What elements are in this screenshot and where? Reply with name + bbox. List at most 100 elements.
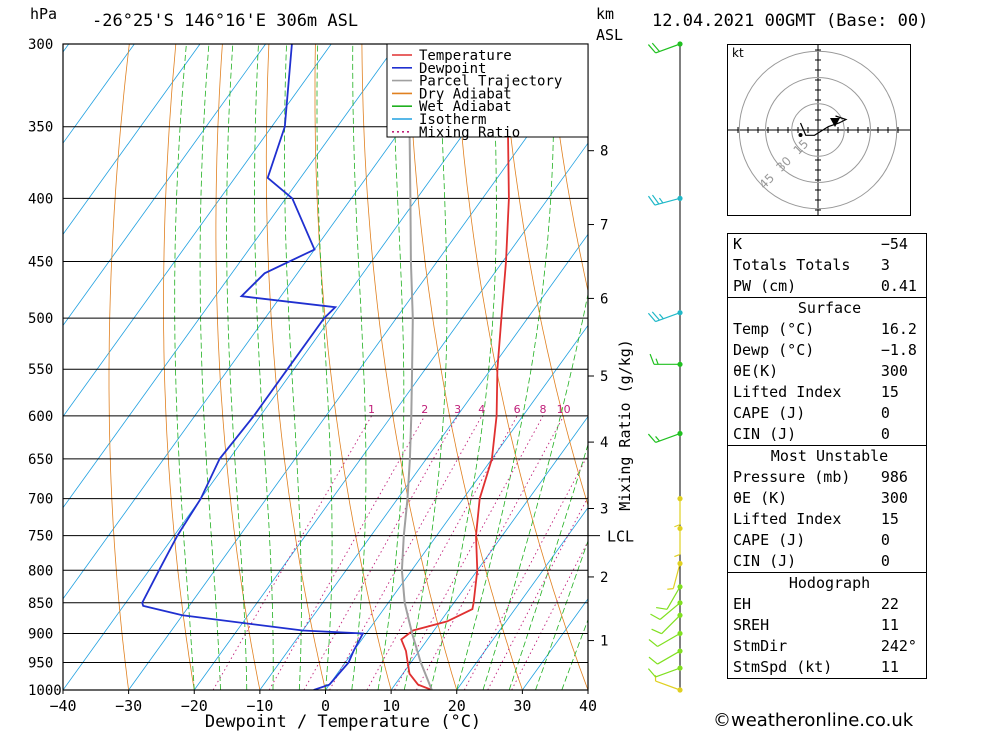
mu-cape-value: 0 xyxy=(880,530,927,551)
pressure-tick-label: 750 xyxy=(28,529,53,545)
legend-entry: Dry Adiabat xyxy=(419,86,512,102)
isotherm-line xyxy=(259,233,588,690)
dewpoint-series xyxy=(141,44,365,690)
x-tick-label: −10 xyxy=(246,697,273,715)
hodograph-surface-marker xyxy=(798,133,803,137)
isotherm-line xyxy=(193,142,588,690)
surface-section-title: Surface xyxy=(727,297,927,319)
pressure-tick-label: 550 xyxy=(28,362,53,378)
wind-barb-column xyxy=(647,41,683,693)
totals-totals-label: Totals Totals xyxy=(726,255,881,276)
lcl-label: LCL xyxy=(607,528,634,546)
surface-cin-label: CIN (J) xyxy=(726,424,881,446)
km-tick-label: 1 xyxy=(600,634,608,650)
sreh-value: 11 xyxy=(880,615,927,636)
km-tick-label: 5 xyxy=(600,369,608,385)
surface-cape-label: CAPE (J) xyxy=(726,403,881,424)
dry-adiabat-line xyxy=(108,44,130,690)
storm-motion-marker xyxy=(829,117,840,127)
k-index-label: K xyxy=(726,233,881,255)
legend-entry: Dewpoint xyxy=(419,61,486,77)
mu-li-row: Lifted Index 15 xyxy=(726,509,927,530)
legend-entry: Wet Adiabat xyxy=(419,99,512,115)
dry-adiabat-line xyxy=(215,44,261,690)
pressure-tick-label: 650 xyxy=(28,452,53,468)
wind-barb xyxy=(650,600,683,621)
x-tick-label: 40 xyxy=(579,697,597,715)
x-tick-label: 20 xyxy=(448,697,466,715)
surface-temp-value: 16.2 xyxy=(880,319,927,340)
pressure-tick-label: 600 xyxy=(28,409,53,425)
mixing-ratio-line xyxy=(487,496,588,690)
temperature-series xyxy=(400,44,513,690)
pressure-tick-label: 900 xyxy=(28,626,53,642)
surface-temp-row: Temp (°C) 16.2 xyxy=(726,319,927,340)
pw-row: PW (cm) 0.41 xyxy=(726,276,927,298)
mu-header-row: Most Unstable xyxy=(727,445,927,467)
mu-li-value: 15 xyxy=(880,509,927,530)
stmspd-row: StmSpd (kt) 11 xyxy=(726,657,927,679)
legend-entry: Parcel Trajectory xyxy=(419,74,562,90)
x-tick-label: −20 xyxy=(181,697,208,715)
surface-cape-row: CAPE (J) 0 xyxy=(726,403,927,424)
totals-totals-value: 3 xyxy=(880,255,927,276)
isotherm-line xyxy=(456,507,588,690)
pressure-tick-label: 700 xyxy=(28,492,53,508)
asl-unit-label: ASL xyxy=(596,26,624,44)
legend-entry: Isotherm xyxy=(419,112,486,128)
wind-barb xyxy=(647,310,683,323)
pressure-tick-label: 1000 xyxy=(28,683,62,699)
mixing-ratio-line xyxy=(511,540,588,690)
dry-adiabat-line xyxy=(547,44,588,293)
mu-pressure-row: Pressure (mb) 986 xyxy=(726,467,927,488)
pressure-unit-label: hPa xyxy=(30,5,58,23)
stmdir-label: StmDir xyxy=(726,636,881,657)
skewt-chart: 12346810162025 3003504004505005506006507… xyxy=(28,37,634,732)
eh-label: EH xyxy=(726,594,881,615)
km-tick-label: 7 xyxy=(600,218,608,234)
surface-cin-value: 0 xyxy=(880,424,927,446)
isotherm-line xyxy=(63,44,463,600)
dry-adiabat-line xyxy=(408,44,523,690)
pressure-tick-label: 950 xyxy=(28,655,53,671)
mixing-ratio-label: 8 xyxy=(540,403,547,416)
mu-theta-value: 300 xyxy=(880,488,927,509)
surface-dewp-value: −1.8 xyxy=(880,340,927,361)
k-index-value: −54 xyxy=(880,233,927,255)
eh-row: EH 22 xyxy=(726,594,927,615)
x-tick-label: 30 xyxy=(513,697,531,715)
wet-adiabat-line xyxy=(456,44,555,690)
pressure-tick-label: 300 xyxy=(28,37,53,53)
hodo-header-row: Hodograph xyxy=(727,572,927,594)
sreh-row: SREH 11 xyxy=(726,615,927,636)
mixing-ratio-label: 10 xyxy=(557,403,571,416)
hodograph-section-title: Hodograph xyxy=(727,572,927,594)
mu-cin-label: CIN (J) xyxy=(726,551,881,573)
x-tick-label: −30 xyxy=(115,697,142,715)
mu-cape-label: CAPE (J) xyxy=(726,530,881,551)
wind-barb xyxy=(647,41,683,54)
most-unstable-section-title: Most Unstable xyxy=(727,445,927,467)
eh-value: 22 xyxy=(880,594,927,615)
k-index-row: K −54 xyxy=(726,233,927,255)
isotherm-line xyxy=(63,44,201,235)
mu-pressure-value: 986 xyxy=(880,467,927,488)
legend-entry: Mixing Ratio xyxy=(419,125,520,141)
sreh-label: SREH xyxy=(726,615,881,636)
legend-entry: Temperature xyxy=(419,48,512,64)
mixing-ratio-label: 16 xyxy=(602,403,616,416)
totals-totals-row: Totals Totals 3 xyxy=(726,255,927,276)
wind-barb xyxy=(651,612,683,635)
surface-theta-label: θE(K) xyxy=(726,361,881,382)
wind-barb xyxy=(648,630,683,647)
wet-adiabat-line xyxy=(377,44,405,690)
wet-adiabat-line xyxy=(174,44,195,690)
mu-theta-label: θE (K) xyxy=(726,488,881,509)
surface-li-label: Lifted Index xyxy=(726,382,881,403)
credit-link[interactable]: ©weatheronline.co.uk xyxy=(713,710,914,731)
pressure-tick-label: 850 xyxy=(28,596,53,612)
isotherm-line xyxy=(390,415,588,690)
stmdir-value: 242° xyxy=(880,636,927,657)
legend-frame xyxy=(386,43,589,138)
x-tick-label: 10 xyxy=(382,697,400,715)
